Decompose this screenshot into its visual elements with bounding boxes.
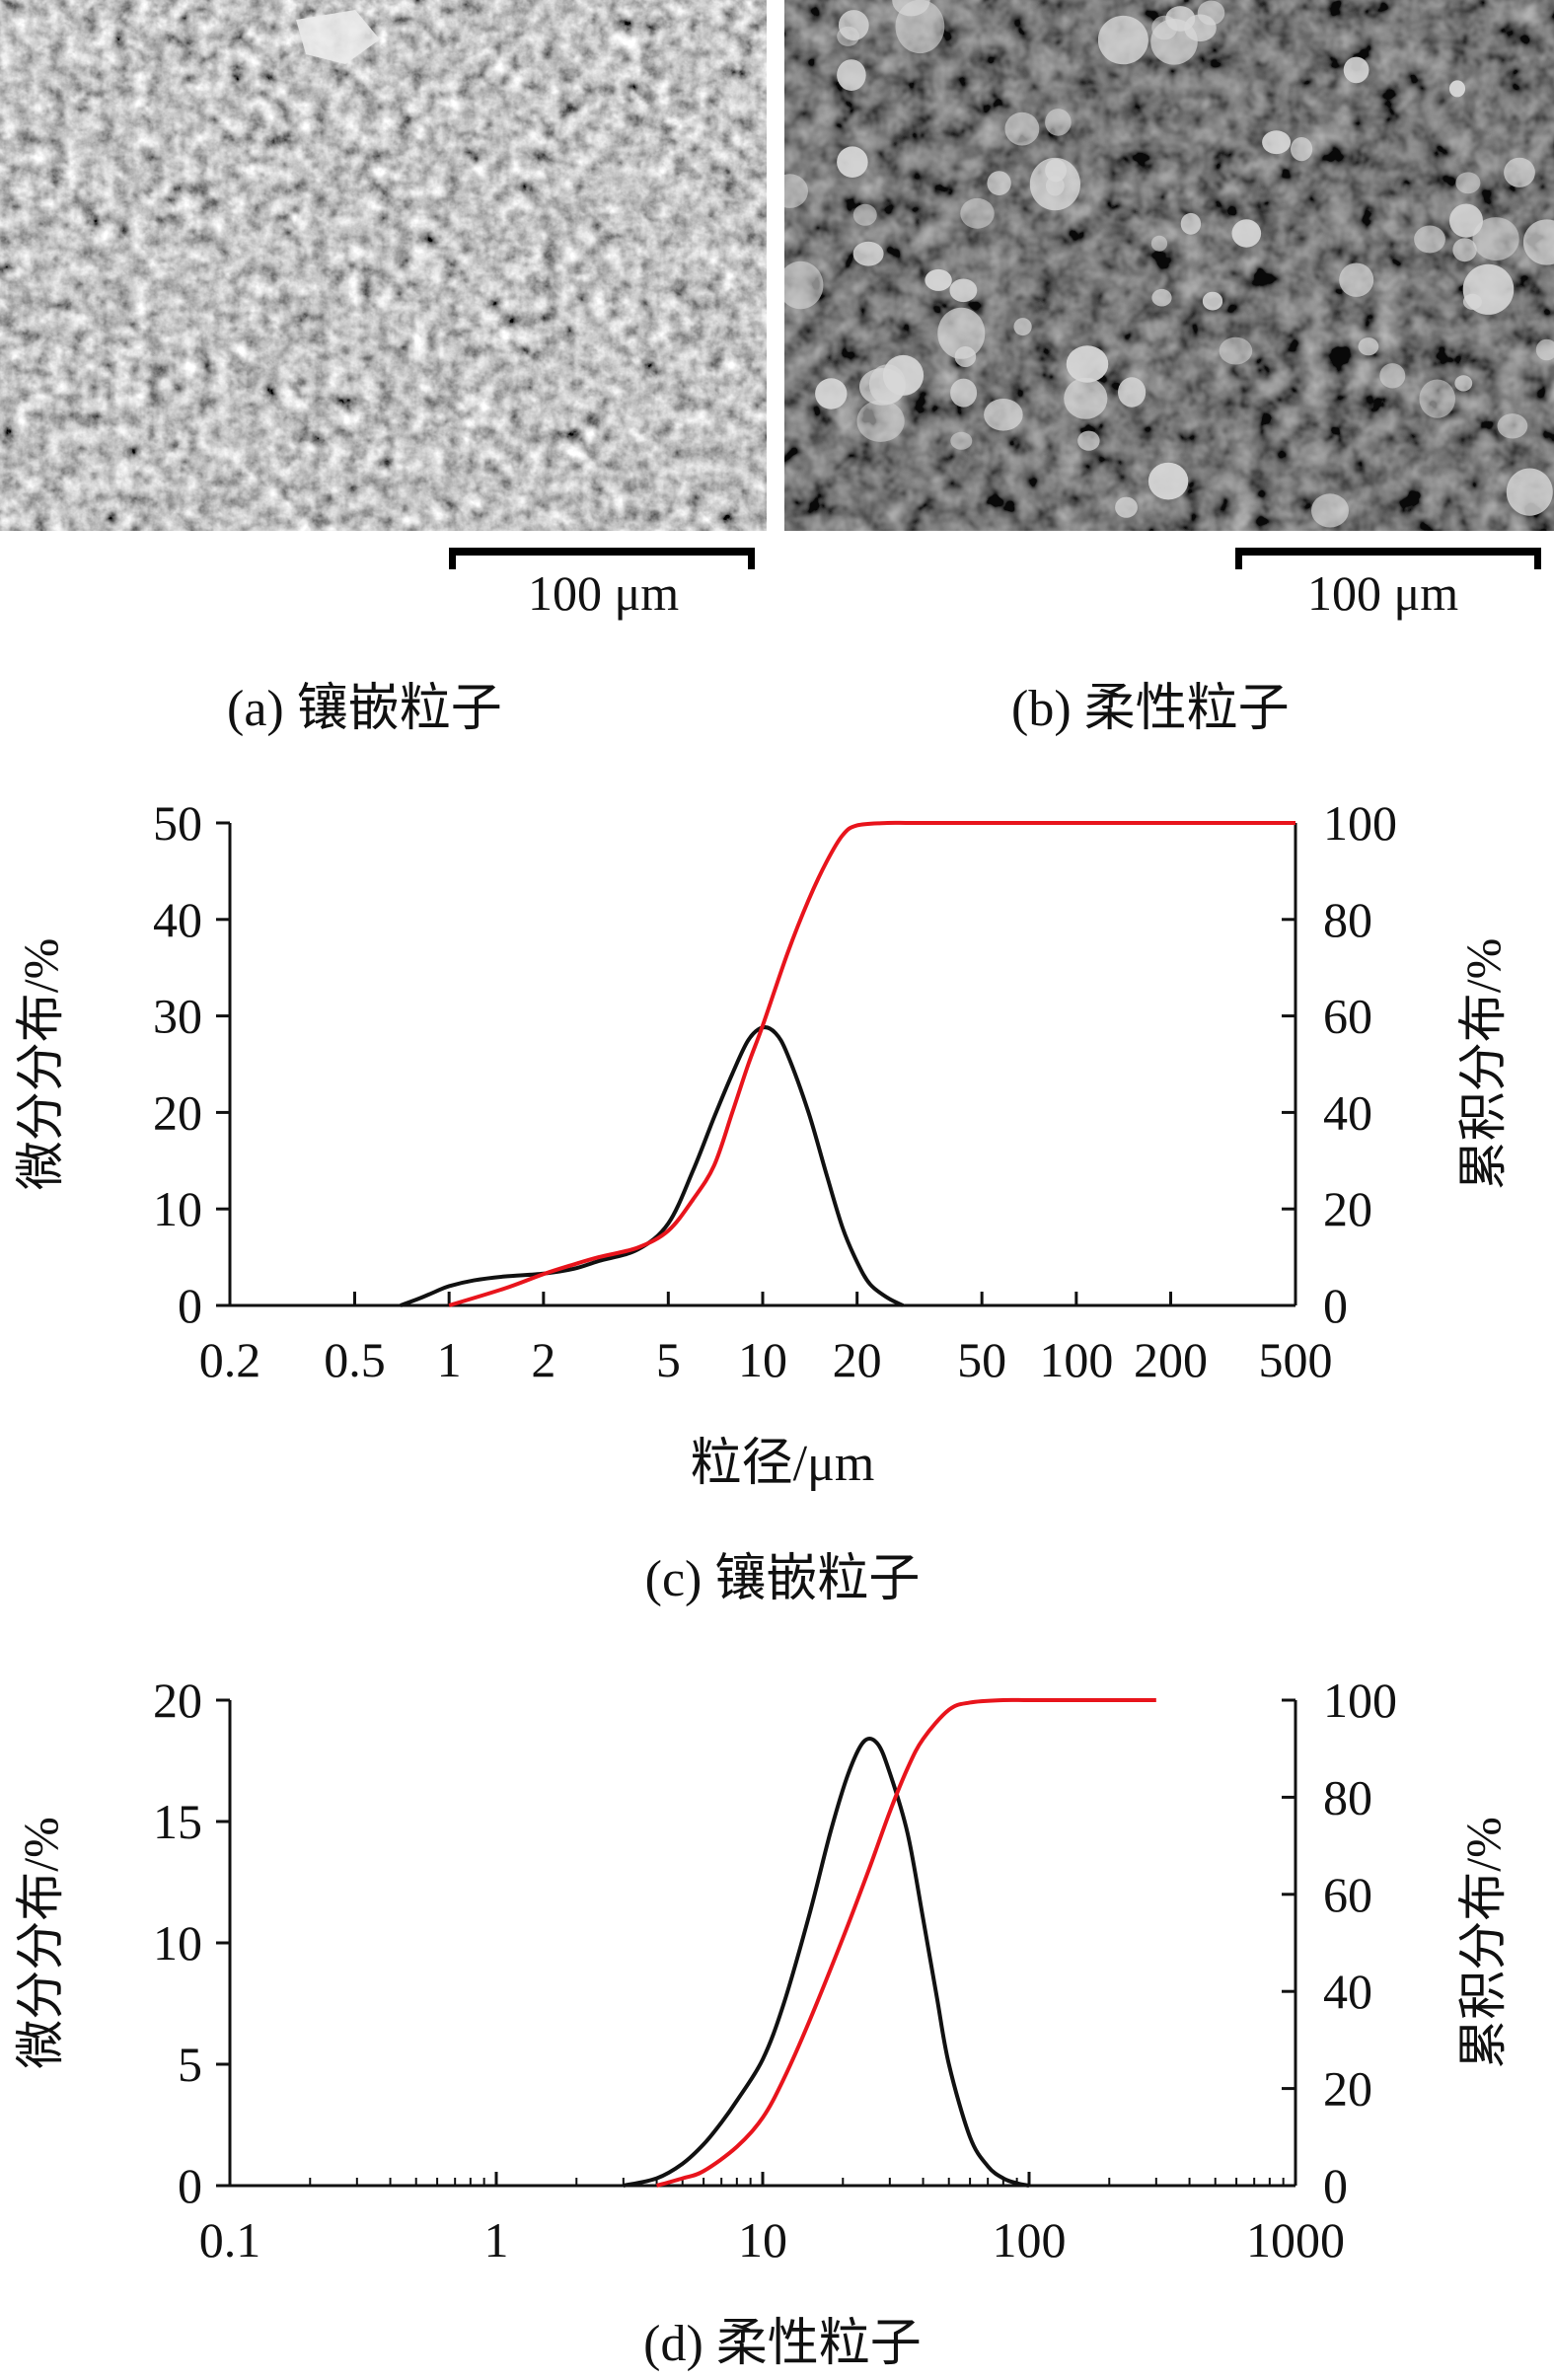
x-tick-label: 500: [1259, 1332, 1333, 1387]
chart-caption: (c) 镶嵌粒子: [645, 1551, 921, 1607]
caption-a: (a) 镶嵌粒子: [227, 681, 502, 737]
x-tick-label: 5: [656, 1332, 681, 1387]
y-tick-label-right: 80: [1323, 892, 1372, 947]
y-tick-label-right: 40: [1323, 1964, 1372, 2019]
chart-c-embedded-particle-size: 0.2 0.5 1 2 5 10 20 50 100 200 5000102030405002040…: [13, 795, 1511, 1607]
y-tick-label-right: 20: [1323, 2061, 1372, 2117]
y-tick-label-right: 100: [1323, 795, 1397, 851]
scale-bar-b: [1235, 548, 1541, 569]
y-tick-label-right: 0: [1323, 2158, 1348, 2213]
x-tick-label: 2: [531, 1332, 555, 1387]
x-tick-label: 20: [833, 1332, 882, 1387]
y-tick-label-right: 60: [1323, 1867, 1372, 1922]
y-tick-label-left: 0: [178, 2158, 202, 2213]
differential-distribution-line: [400, 1025, 905, 1307]
x-tick-label: 0.2: [199, 1332, 261, 1387]
y-tick-label-left: 20: [153, 1673, 202, 1728]
x-tick-label: 1000: [1246, 2212, 1345, 2268]
cumulative-distribution-line: [448, 820, 1295, 1307]
x-tick-label: 100: [993, 2212, 1067, 2268]
y-tick-label-right: 80: [1323, 1769, 1372, 1824]
cumulative-distribution-line: [656, 1697, 1156, 2188]
x-tick-label: 0.1: [199, 2212, 261, 2268]
y-axis-title-left: 微分分布/%: [13, 1817, 68, 2069]
x-tick-label: 10: [738, 1332, 787, 1387]
scale-label-b: 100 μm: [1307, 565, 1459, 621]
x-tick-label: 50: [957, 1332, 1006, 1387]
scale-label-a: 100 μm: [528, 565, 680, 621]
scale-bar-a: [449, 548, 755, 569]
y-tick-label-right: 100: [1323, 1673, 1397, 1728]
y-tick-label-left: 10: [153, 1915, 202, 1971]
sem-image-embedded-particles: [0, 0, 767, 531]
x-tick-label: 100: [1039, 1332, 1113, 1387]
chart-caption: (d) 柔性粒子: [643, 2316, 922, 2372]
y-tick-label-left: 15: [153, 1794, 202, 1849]
y-tick-label-left: 40: [153, 892, 202, 947]
x-tick-label: 200: [1134, 1332, 1208, 1387]
y-axis-title-right: 累积分布/%: [1455, 1817, 1511, 2069]
y-axis-title-right: 累积分布/%: [1455, 938, 1511, 1191]
x-tick-label: 10: [738, 2212, 787, 2268]
x-tick-label: 0.5: [324, 1332, 386, 1387]
y-axis-title-left: 微分分布/%: [13, 938, 68, 1191]
y-tick-label-left: 50: [153, 795, 202, 851]
sem-image-flexible-particles: [784, 0, 1554, 531]
y-tick-label-left: 0: [178, 1278, 202, 1333]
y-tick-label-left: 10: [153, 1181, 202, 1236]
y-tick-label-left: 30: [153, 989, 202, 1044]
x-tick-label: 1: [437, 1332, 462, 1387]
caption-b: (b) 柔性粒子: [1011, 681, 1290, 737]
y-tick-label-right: 0: [1323, 1278, 1348, 1333]
x-axis-title: 粒径/μm: [691, 1436, 875, 1492]
differential-distribution-line: [623, 1737, 1030, 2188]
y-tick-label-right: 20: [1323, 1181, 1372, 1236]
y-tick-label-right: 60: [1323, 989, 1372, 1044]
y-tick-label-right: 40: [1323, 1084, 1372, 1140]
x-tick-label: 1: [484, 2212, 509, 2268]
y-tick-label-left: 5: [178, 2037, 202, 2092]
y-tick-label-left: 20: [153, 1084, 202, 1140]
